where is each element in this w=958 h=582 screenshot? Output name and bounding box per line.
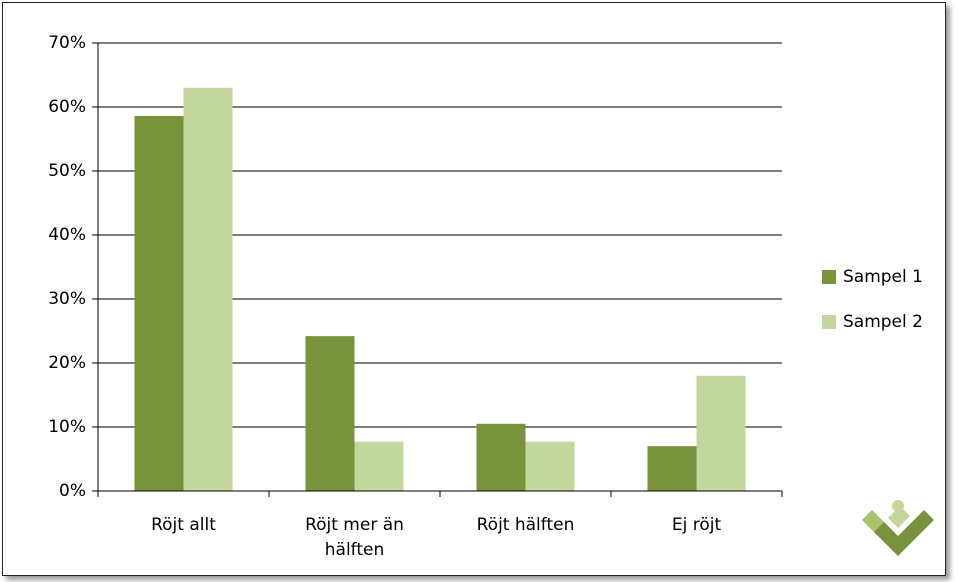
x-tick-label: Röjt mer än hälften <box>305 515 404 560</box>
y-tick-label: 50% <box>48 161 86 181</box>
bar <box>476 423 526 491</box>
bar <box>525 441 575 491</box>
bar <box>305 336 355 491</box>
bar <box>134 115 184 492</box>
y-tick-label: 40% <box>48 225 86 245</box>
legend-swatch <box>822 315 836 329</box>
legend-label: Sampel 2 <box>843 312 923 332</box>
y-tick-label: 10% <box>48 417 86 437</box>
x-tick-label: Röjt allt <box>151 515 216 535</box>
legend-swatch <box>822 270 836 284</box>
y-tick-label: 60% <box>48 97 86 117</box>
y-tick-label: 0% <box>59 481 86 501</box>
logo <box>862 500 934 556</box>
bar <box>354 441 404 491</box>
y-tick-label: 30% <box>48 289 86 309</box>
y-tick-label: 20% <box>48 353 86 373</box>
bar <box>696 375 746 491</box>
bar <box>647 446 697 491</box>
legend-label: Sampel 1 <box>843 267 923 287</box>
x-tick-label: Röjt hälften <box>476 515 575 535</box>
bar <box>183 87 233 492</box>
x-tick-label: Ej röjt <box>671 515 722 535</box>
y-tick-label: 70% <box>48 33 86 53</box>
